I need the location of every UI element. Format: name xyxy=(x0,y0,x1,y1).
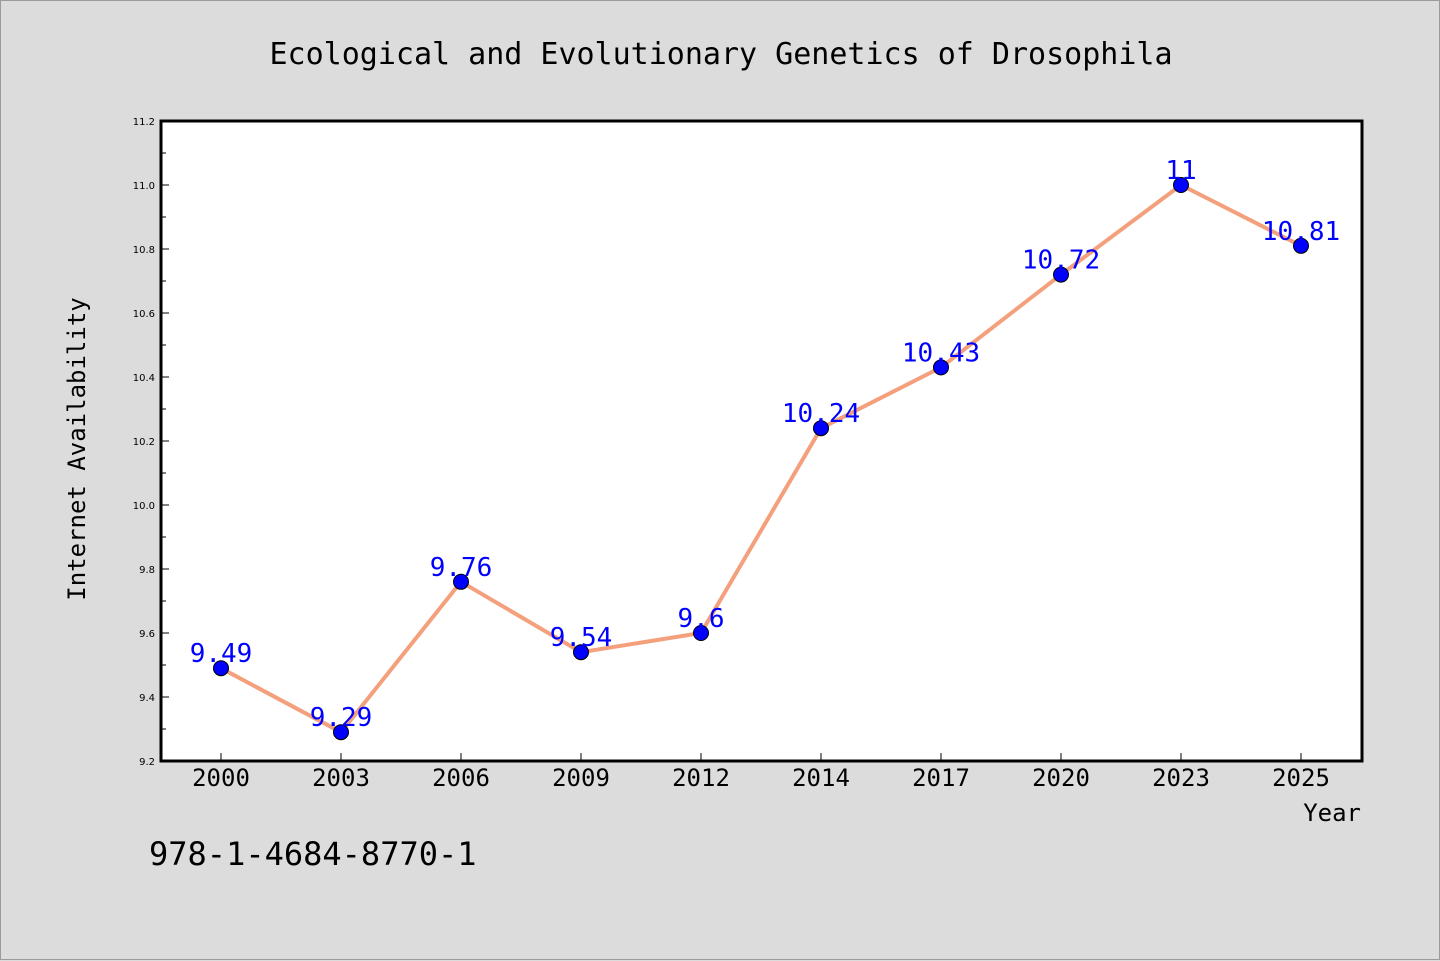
y-tick-label: 10.6 xyxy=(133,309,155,320)
y-tick-label: 10.0 xyxy=(133,501,155,512)
y-axis: 9.2 9.4 9.6 9.8 10.0 10.2 10.4 10.6 10.8 11.0 11.2 xyxy=(133,117,169,768)
data-label: 9.6 xyxy=(678,604,725,634)
data-label: 9.54 xyxy=(550,623,613,653)
data-label: 11 xyxy=(1165,156,1196,186)
plot-area xyxy=(159,119,1364,763)
data-point xyxy=(1173,177,1189,193)
data-label: 10.72 xyxy=(1022,246,1100,276)
x-tick-label: 2025 xyxy=(1272,764,1330,792)
y-tick-label: 11.2 xyxy=(133,117,155,128)
y-tick-label: 9.2 xyxy=(139,757,155,768)
x-axis-label: Year xyxy=(1303,799,1361,827)
data-label: 9.29 xyxy=(310,703,373,733)
data-point xyxy=(573,644,589,661)
x-tick-label: 2012 xyxy=(672,764,730,792)
y-tick-label: 9.6 xyxy=(139,629,155,640)
y-tick-label: 11.0 xyxy=(133,181,155,192)
y-tick-label: 9.4 xyxy=(139,693,155,704)
x-tick-label: 2014 xyxy=(792,764,850,792)
x-tick-label: 2006 xyxy=(432,764,490,792)
x-tick-label: 2020 xyxy=(1032,764,1090,792)
series-group xyxy=(213,177,1309,741)
x-tick-label: 2000 xyxy=(192,764,250,792)
y-tick-label: 10.2 xyxy=(133,437,155,448)
data-point xyxy=(1053,266,1069,283)
data-label: 9.49 xyxy=(190,639,253,669)
isbn-annotation: 978-1-4684-8770-1 xyxy=(149,835,477,873)
data-point xyxy=(453,573,469,590)
x-tick-label: 2009 xyxy=(552,764,610,792)
data-label: 10.24 xyxy=(782,399,860,429)
data-point xyxy=(333,724,349,741)
y-tick-label: 10.4 xyxy=(133,373,155,384)
data-point xyxy=(813,420,829,437)
data-label: 10.43 xyxy=(902,338,980,368)
data-point xyxy=(1293,237,1309,254)
y-axis-label: Internet Availability xyxy=(63,297,91,600)
x-tick-label: 2023 xyxy=(1152,764,1210,792)
data-point xyxy=(213,660,229,677)
chart-title: Ecological and Evolutionary Genetics of … xyxy=(269,37,1172,72)
data-labels: 9.49 9.29 9.76 9.54 9.6 10.24 10.43 10.72 11 10.8… xyxy=(190,156,1340,733)
x-tick-label: 2003 xyxy=(312,764,370,792)
data-point xyxy=(693,625,709,641)
y-tick-label: 10.8 xyxy=(133,245,155,256)
y-tick-label: 9.8 xyxy=(139,565,155,576)
x-axis: 2000 2003 2006 2009 2012 2014 2017 2020 2023 2025 xyxy=(192,753,1330,792)
data-label: 9.76 xyxy=(430,553,493,583)
series-line xyxy=(219,183,1303,735)
x-tick-label: 2017 xyxy=(912,764,970,792)
data-point xyxy=(933,359,949,376)
data-label: 10.81 xyxy=(1262,217,1340,247)
